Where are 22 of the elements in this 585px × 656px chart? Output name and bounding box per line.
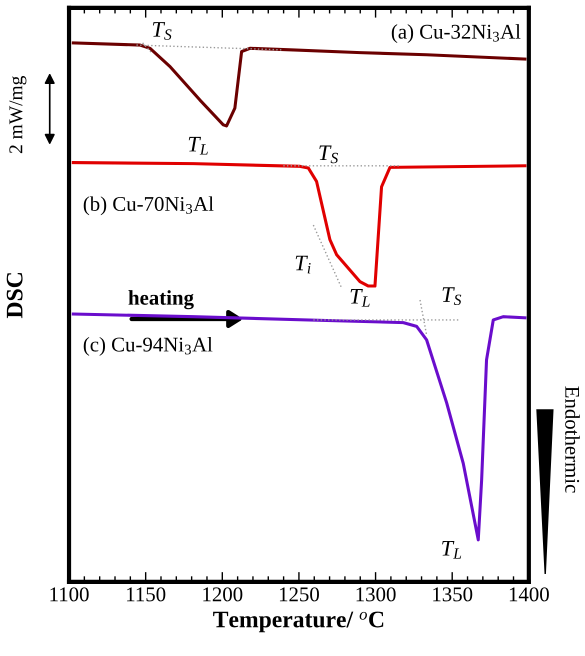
annotation: T$_{L}$ [188,136,208,154]
y-axis-title: DSC [6,273,23,318]
series-label: (a) Cu-32Ni$_{3}$Al [392,24,520,44]
annotation: T$_{L}$ [350,288,370,307]
annotation: T$_{S}$ [319,145,338,164]
x-tick-label: 1400 [510,587,549,602]
text: 2 mW/mg [9,76,26,154]
text: Endothermic [565,386,580,493]
annotation: T$_{S}$ [442,287,462,306]
x-tick-label: 1150 [127,587,166,602]
annotation: T$_{i}$ [296,256,311,274]
x-tick-label: 1300 [356,587,396,602]
x-tick-label: 1200 [203,587,242,602]
annotation: T$_{L}$ [442,540,462,559]
x-tick-label: 1100 [50,587,89,602]
x-tick-label: 1350 [433,587,472,602]
series-label: (b) Cu-70Ni$_{3}$Al [84,196,214,216]
x-tick-label: 1250 [280,587,319,602]
annotation: heating [128,290,194,310]
text: T$_{S}$ [152,22,172,40]
x-axis-title: Temperature/ $^{o}$C [213,612,384,632]
series-label: (c) Cu-94Ni$_{3}$Al [84,336,212,356]
